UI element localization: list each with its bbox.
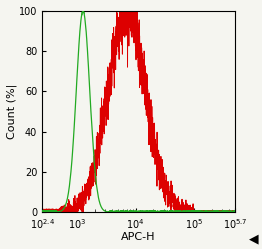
X-axis label: APC-H: APC-H	[121, 232, 156, 242]
Y-axis label: Count (%|: Count (%|	[7, 84, 18, 139]
Text: ◀: ◀	[249, 233, 259, 246]
